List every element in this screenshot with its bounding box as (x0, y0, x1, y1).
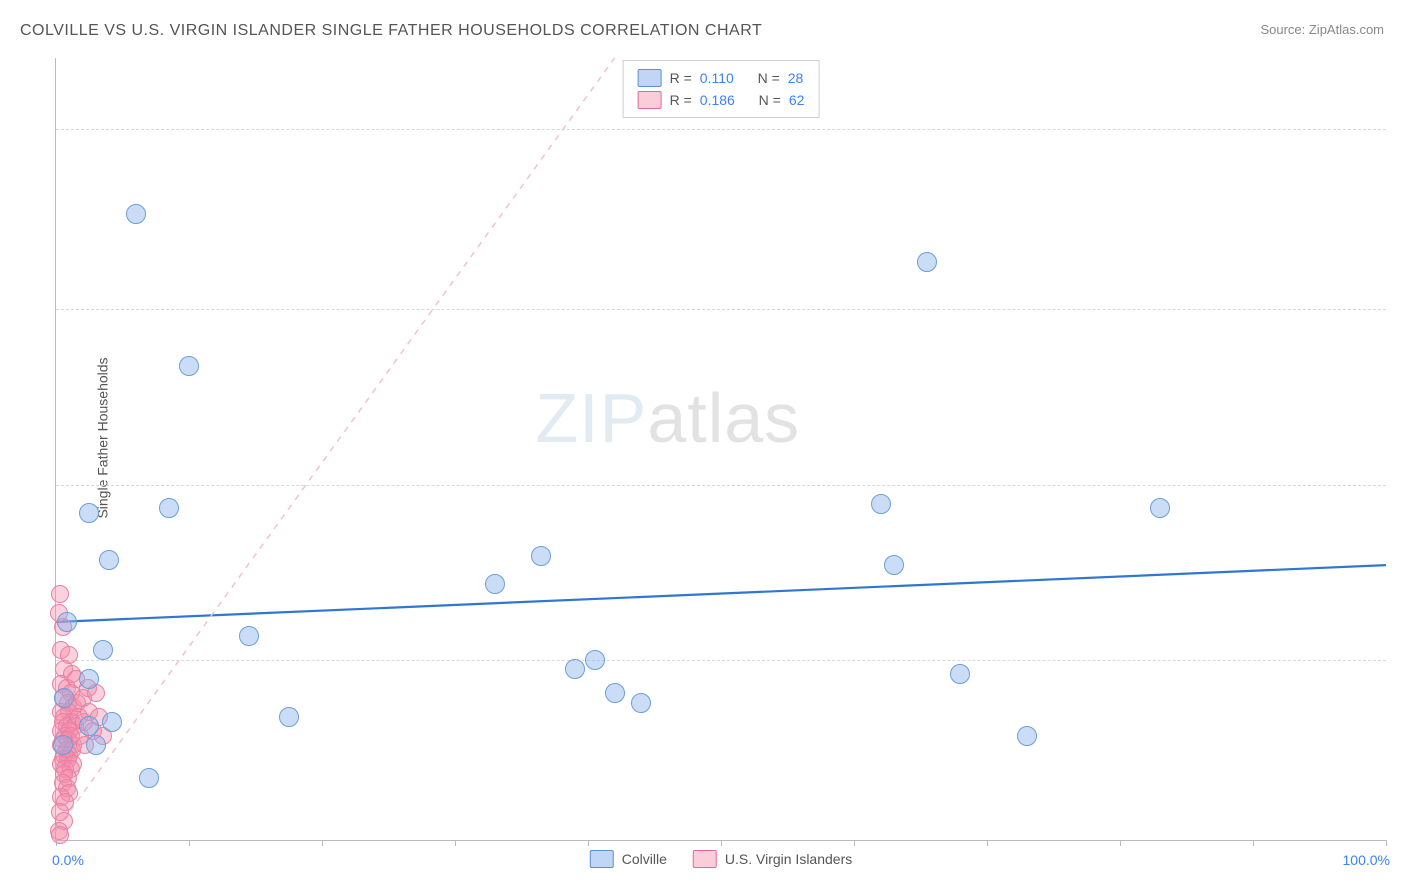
x-tick (322, 840, 323, 846)
watermark-bold: ZIP (535, 379, 647, 457)
trend-lines (56, 58, 1386, 840)
swatch-pink-icon (638, 91, 662, 109)
r-label: R = (670, 70, 692, 86)
x-tick (1386, 840, 1387, 846)
series-legend: Colville U.S. Virgin Islanders (590, 850, 852, 868)
watermark-thin: atlas (647, 379, 800, 457)
data-point (53, 735, 73, 755)
stats-legend: R = 0.110 N = 28 R = 0.186 N = 62 (623, 60, 820, 118)
data-point (57, 612, 77, 632)
data-point (51, 585, 69, 603)
x-tick (721, 840, 722, 846)
x-tick (588, 840, 589, 846)
data-point (239, 626, 259, 646)
data-point (79, 669, 99, 689)
plot-area: ZIPatlas R = 0.110 N = 28 R = 0.186 N = … (55, 58, 1386, 841)
data-point (79, 503, 99, 523)
data-point (99, 550, 119, 570)
x-tick (189, 840, 190, 846)
swatch-blue-icon (590, 850, 614, 868)
data-point (93, 640, 113, 660)
y-tick-label: 7.5% (1396, 477, 1406, 493)
data-point (1150, 498, 1170, 518)
x-tick (455, 840, 456, 846)
data-point (54, 688, 74, 708)
data-point (950, 664, 970, 684)
watermark: ZIPatlas (535, 378, 800, 458)
legend-label: U.S. Virgin Islanders (725, 851, 852, 867)
n-label: N = (758, 70, 780, 86)
y-tick-label: 3.8% (1396, 652, 1406, 668)
x-tick (1120, 840, 1121, 846)
data-point (917, 252, 937, 272)
data-point (871, 494, 891, 514)
legend-item: Colville (590, 850, 667, 868)
x-tick (854, 840, 855, 846)
data-point (884, 555, 904, 575)
source-attribution: Source: ZipAtlas.com (1260, 22, 1384, 37)
chart-title: COLVILLE VS U.S. VIRGIN ISLANDER SINGLE … (20, 22, 762, 40)
y-tick-label: 11.2% (1396, 301, 1406, 317)
data-point (126, 204, 146, 224)
r-value: 0.186 (700, 92, 735, 108)
swatch-pink-icon (693, 850, 717, 868)
data-point (485, 574, 505, 594)
data-point (159, 498, 179, 518)
data-point (179, 356, 199, 376)
stats-legend-row: R = 0.186 N = 62 (638, 89, 805, 111)
grid-line (56, 309, 1386, 310)
n-value: 28 (788, 70, 804, 86)
data-point (565, 659, 585, 679)
legend-item: U.S. Virgin Islanders (693, 850, 852, 868)
data-point (605, 683, 625, 703)
x-tick (987, 840, 988, 846)
data-point (531, 546, 551, 566)
x-axis-label-left: 0.0% (52, 852, 84, 868)
grid-line (56, 129, 1386, 130)
swatch-blue-icon (638, 69, 662, 87)
data-point (139, 768, 159, 788)
data-point (631, 693, 651, 713)
x-axis-label-right: 100.0% (1343, 852, 1390, 868)
data-point (51, 826, 69, 844)
grid-line (56, 485, 1386, 486)
n-value: 62 (789, 92, 805, 108)
data-point (79, 716, 99, 736)
data-point (1017, 726, 1037, 746)
n-label: N = (759, 92, 781, 108)
stats-legend-row: R = 0.110 N = 28 (638, 67, 805, 89)
y-tick-label: 15.0% (1396, 121, 1406, 137)
x-tick (1253, 840, 1254, 846)
data-point (279, 707, 299, 727)
r-value: 0.110 (700, 70, 734, 86)
r-label: R = (670, 92, 692, 108)
grid-line (56, 660, 1386, 661)
data-point (585, 650, 605, 670)
data-point (86, 735, 106, 755)
legend-label: Colville (622, 851, 667, 867)
data-point (102, 712, 122, 732)
